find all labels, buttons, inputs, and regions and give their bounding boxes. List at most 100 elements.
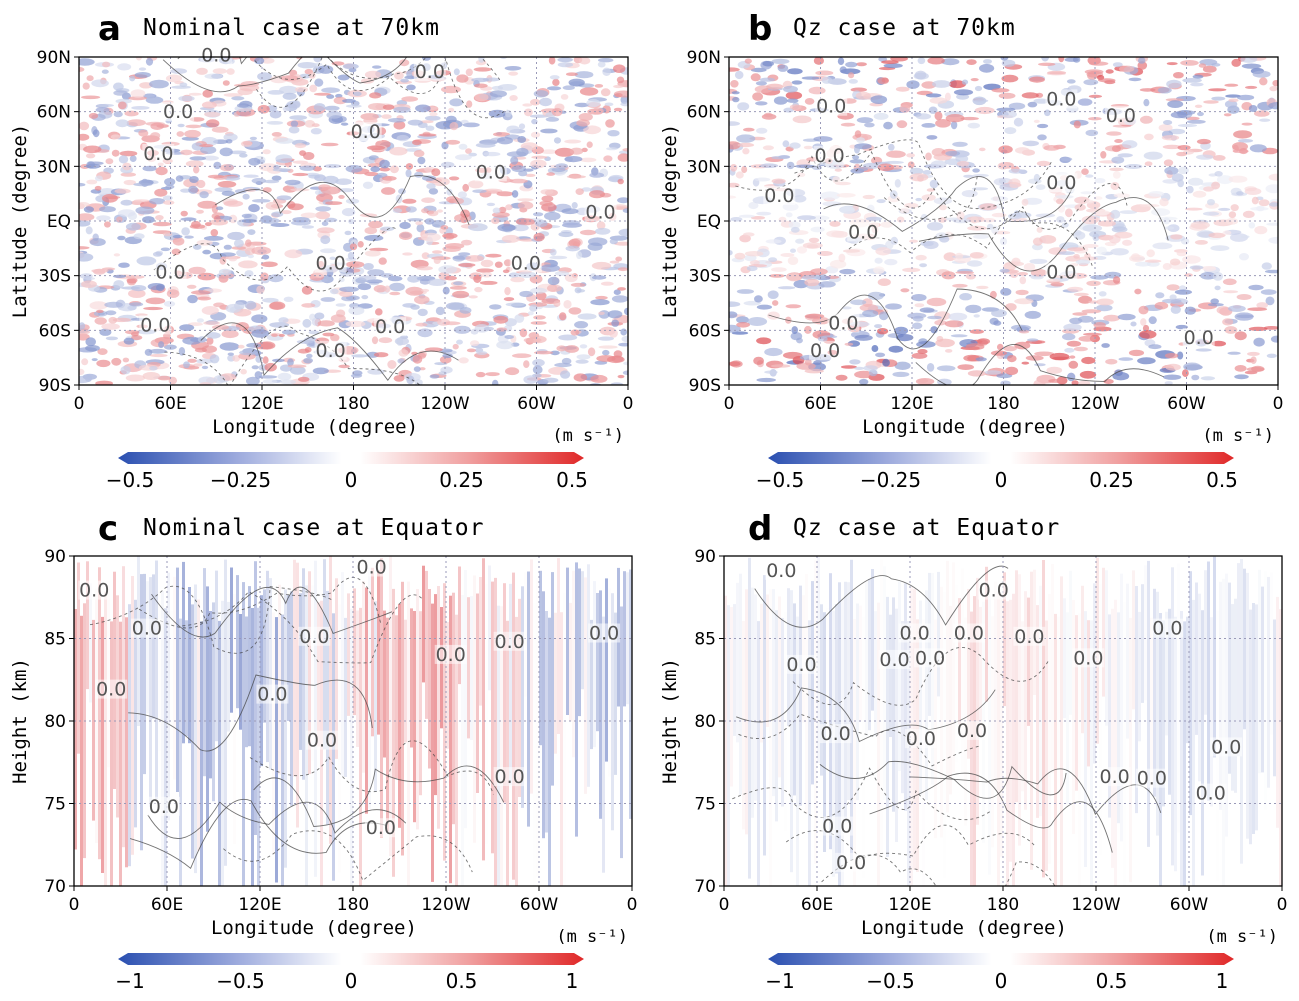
wave-blob <box>575 359 589 364</box>
wave-blob <box>750 73 761 82</box>
wave-blob <box>789 104 802 110</box>
field-stripe <box>1036 605 1039 818</box>
x-tick-label: 120E <box>240 394 283 414</box>
wave-blob <box>1162 298 1182 304</box>
wave-blob <box>1164 226 1175 230</box>
contour-label: 0.0 <box>1106 105 1136 127</box>
wave-blob <box>578 57 591 65</box>
wave-blob <box>955 252 964 260</box>
wave-blob <box>96 309 104 313</box>
wave-blob <box>345 320 366 328</box>
wave-blob <box>417 156 426 165</box>
wave-blob <box>867 204 875 213</box>
panel-a-svg: a Nominal case at 70km0.00.00.00.00.00.00… <box>9 9 633 492</box>
wave-blob <box>1186 185 1194 194</box>
wave-blob <box>590 299 610 306</box>
wave-blob <box>79 220 91 227</box>
wave-blob <box>375 308 383 316</box>
wave-blob <box>1000 380 1011 385</box>
wave-blob <box>209 354 220 364</box>
wave-blob <box>149 353 168 358</box>
wave-blob <box>1072 312 1088 316</box>
wave-blob <box>1100 151 1107 159</box>
wave-blob <box>361 295 369 300</box>
wave-blob <box>481 272 493 278</box>
field-stripe <box>92 619 95 821</box>
wave-blob <box>1128 77 1142 82</box>
wave-blob <box>755 101 768 106</box>
colorbar <box>768 452 1234 464</box>
wave-blob <box>914 303 925 308</box>
panel-d: d Qz case at Equator 0.0 0.0 0.0 0.0 0.0 0.0 0.0… <box>650 500 1299 1001</box>
wave-blob <box>579 344 588 349</box>
wave-blob <box>922 170 932 175</box>
wave-blob <box>1234 374 1249 380</box>
field-stripe <box>1108 614 1111 818</box>
wave-blob <box>309 84 318 93</box>
wave-blob <box>144 348 153 356</box>
field-stripe <box>593 581 596 748</box>
wave-blob <box>1248 222 1256 229</box>
wave-blob <box>523 168 534 172</box>
wave-blob <box>548 57 556 65</box>
wave-blob <box>603 155 613 162</box>
wave-blob <box>407 275 421 283</box>
field-stripe <box>497 605 500 886</box>
wave-blob <box>941 271 956 280</box>
wave-blob <box>86 179 98 185</box>
wave-blob <box>370 166 381 173</box>
wave-blob <box>251 314 268 324</box>
contour-label: 0.0 <box>163 101 193 123</box>
wave-blob <box>837 57 845 65</box>
wave-blob <box>427 278 447 286</box>
wave-blob <box>194 347 207 353</box>
wave-blob <box>1069 355 1076 359</box>
wave-blob <box>284 249 303 259</box>
field-stripe <box>185 620 188 737</box>
y-tick-label: 60S <box>39 321 71 341</box>
wave-blob <box>523 360 530 368</box>
wave-blob <box>613 84 624 89</box>
wave-blob <box>1140 318 1147 326</box>
wave-blob <box>269 301 286 310</box>
wave-blob <box>97 103 115 107</box>
contour-label: 0.0 <box>1152 618 1182 640</box>
wave-blob <box>729 141 741 150</box>
field-stripe <box>401 581 404 856</box>
wave-blob <box>366 145 386 151</box>
wave-blob <box>790 226 800 233</box>
wave-blob <box>189 176 199 183</box>
wave-blob <box>899 104 911 113</box>
field-stripe <box>521 586 524 808</box>
wave-blob <box>1202 211 1220 216</box>
wave-blob <box>1128 349 1145 357</box>
field-stripe <box>404 619 407 743</box>
wave-blob <box>1196 138 1211 145</box>
wave-blob <box>221 329 239 339</box>
wave-blob <box>1083 332 1102 336</box>
wave-blob <box>104 301 123 308</box>
wave-blob <box>1202 266 1217 272</box>
wave-blob <box>1005 366 1019 376</box>
wave-blob <box>818 281 836 288</box>
wave-blob <box>999 237 1008 246</box>
field-stripe <box>1255 604 1258 831</box>
field-stripe <box>1195 582 1198 735</box>
wave-blob <box>974 85 983 92</box>
wave-blob <box>135 57 142 61</box>
wave-blob <box>504 287 511 296</box>
y-tick-label: 75 <box>694 795 716 815</box>
contour-line <box>794 139 1052 209</box>
wave-blob <box>362 181 374 189</box>
wave-blob <box>400 78 409 83</box>
wave-blob <box>559 312 567 321</box>
wave-blob <box>587 347 596 357</box>
wave-blob <box>321 87 340 93</box>
field-stripe <box>856 603 859 801</box>
wave-blob <box>249 136 257 141</box>
field-stripe <box>1003 572 1006 707</box>
wave-blob <box>115 119 129 128</box>
field-stripe <box>146 581 149 714</box>
wave-blob <box>393 106 411 114</box>
